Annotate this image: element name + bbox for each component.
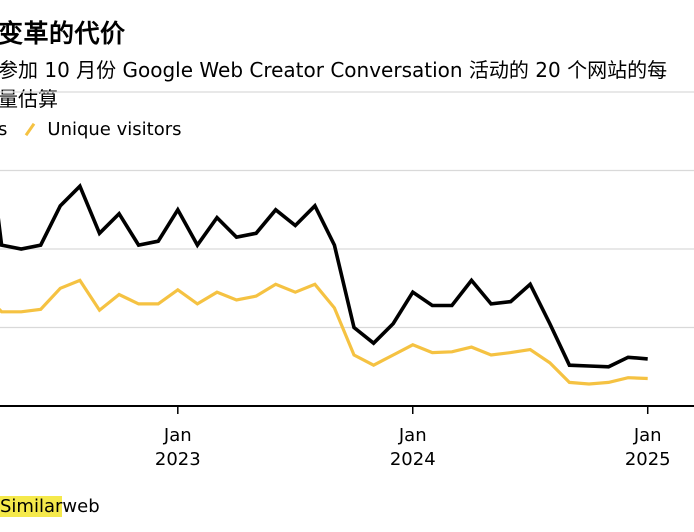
source-credit: Similarweb: [0, 496, 100, 517]
series-line-total-visits: [0, 183, 648, 369]
subtitle-line-1: 参加 10 月份 Google Web Creator Conversation…: [0, 58, 668, 82]
legend-label-total-visits: s: [0, 119, 8, 140]
gridlines: [0, 91, 694, 329]
series-lines: [0, 183, 648, 386]
legend-label-unique-visitors: Unique visitors: [47, 119, 182, 140]
x-tick-label-year-2025: 2025: [625, 449, 671, 470]
x-tick-label-month-2024: Jan: [398, 425, 427, 446]
chart-subtitle: 参加 10 月份 Google Web Creator Conversation…: [0, 56, 667, 114]
x-axis-ticks: Jan 2023 Jan 2024 Jan 2025: [155, 406, 671, 470]
chart-legend: s Unique visitors: [0, 119, 182, 140]
source-highlight: Similar: [0, 496, 63, 517]
series-line-unique-visitors: [0, 278, 648, 386]
source-suffix: web: [62, 496, 100, 517]
x-tick-label-month-2025: Jan: [633, 425, 662, 446]
chart-title: 变革的代价: [0, 19, 126, 48]
x-tick-label-month-2023: Jan: [163, 425, 192, 446]
x-tick-label-year-2023: 2023: [155, 449, 201, 470]
x-tick-label-year-2024: 2024: [390, 449, 436, 470]
subtitle-line-2: 量估算: [0, 87, 58, 111]
